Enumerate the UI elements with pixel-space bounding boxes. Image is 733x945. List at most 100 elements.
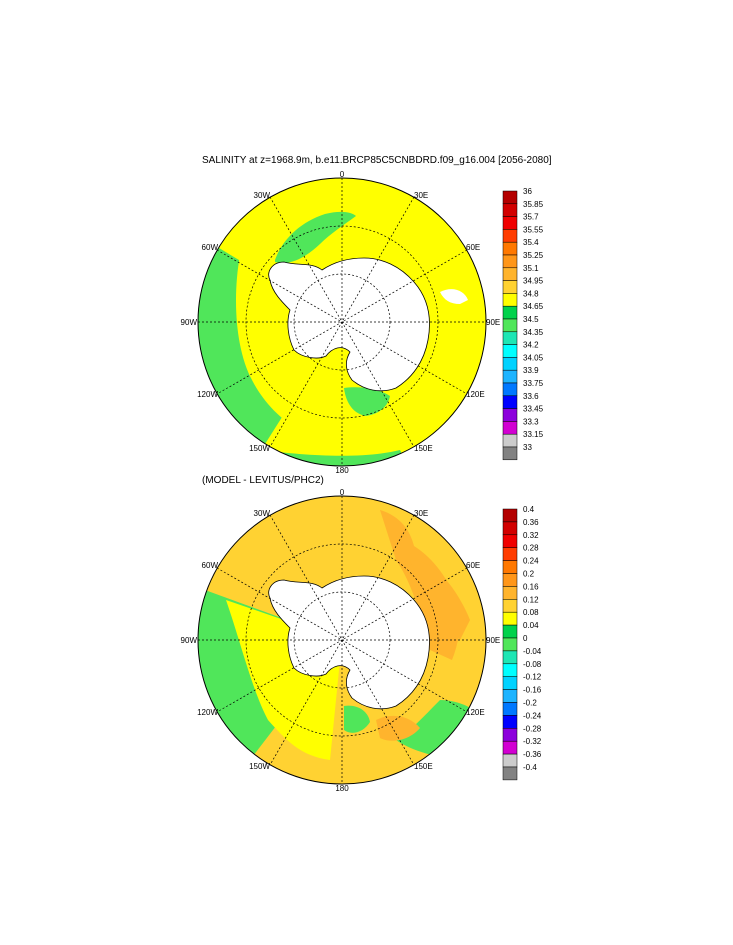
- lon-label-180: 180: [335, 784, 349, 793]
- colorbar-swatch: [502, 740, 518, 755]
- colorbar-label: -0.28: [523, 724, 542, 733]
- lon-label-90e: 90E: [486, 636, 500, 645]
- colorbar-label: 35.85: [523, 200, 544, 209]
- colorbar-label: 0.04: [523, 621, 539, 630]
- colorbar-label: 34.05: [523, 353, 544, 362]
- panel-title: SALINITY at z=1968.9m, b.e11.BRCP85C5CNB…: [202, 155, 552, 166]
- weddell-green-patch: [275, 211, 356, 264]
- lon-label-120w: 120W: [197, 708, 218, 717]
- colorbar-label: -0.2: [523, 699, 537, 708]
- colorbar-swatch: [502, 728, 518, 742]
- lon-label-180: 180: [335, 466, 349, 475]
- colorbar-swatch: [502, 599, 518, 613]
- lon-label-150e: 150E: [414, 444, 433, 453]
- lon-label-60w: 60W: [202, 561, 219, 570]
- colorbar-swatch: [502, 521, 518, 536]
- graticule: [198, 178, 486, 466]
- ross-green-patch: [344, 705, 370, 733]
- lon-label-90w: 90W: [181, 636, 198, 645]
- lon-label-30e: 30E: [414, 509, 428, 518]
- colorbar-swatch: [502, 433, 518, 448]
- panel-salinity: SALINITY at z=1968.9m, b.e11.BRCP85C5CNB…: [181, 155, 552, 475]
- colorbar-swatch: [502, 624, 518, 639]
- lon-label-60e: 60E: [466, 243, 480, 252]
- colorbar-swatch: [502, 344, 518, 358]
- antarctica: [268, 257, 430, 392]
- colorbar-label: 33.45: [523, 405, 544, 414]
- colorbar-label: 34.95: [523, 277, 544, 286]
- colorbar-label: 33.9: [523, 366, 539, 375]
- kerguelen-white: [440, 289, 468, 304]
- lon-label-150w: 150W: [249, 444, 270, 453]
- colorbar: 36 35.85 35.7 35.55 35.4 35.25 35.1 34.95 34.8 34…: [502, 187, 544, 461]
- lon-label-150e: 150E: [414, 762, 433, 771]
- colorbar-label: 0.28: [523, 544, 539, 553]
- lon-label-150w: 150W: [249, 762, 270, 771]
- colorbar-swatch: [502, 203, 518, 217]
- colorbar-swatch: [502, 190, 518, 205]
- lon-label-30e: 30E: [414, 191, 428, 200]
- colorbar-label: 33.15: [523, 430, 544, 439]
- colorbar-label: -0.36: [523, 750, 542, 759]
- colorbar-label: 0.2: [523, 570, 535, 579]
- colorbar-label: 34.35: [523, 328, 544, 337]
- colorbar-label: 0.4: [523, 505, 535, 514]
- lon-label-120e: 120E: [466, 390, 485, 399]
- lon-label-30w: 30W: [254, 191, 271, 200]
- colorbar-label: 33: [523, 443, 532, 452]
- colorbar-label: -0.24: [523, 711, 542, 720]
- colorbar-swatch: [502, 382, 518, 397]
- colorbar-label: -0.04: [523, 647, 542, 656]
- colorbar-swatch: [502, 446, 518, 461]
- colorbar-label: -0.16: [523, 686, 542, 695]
- colorbar-swatch: [502, 331, 518, 345]
- colorbar-swatch: [502, 766, 518, 781]
- colorbar-swatch: [502, 229, 518, 243]
- map-border: [197, 177, 487, 467]
- colorbar-label: 35.4: [523, 238, 539, 247]
- colorbar-swatch: [502, 267, 518, 281]
- colorbar-label: -0.32: [523, 737, 542, 746]
- colorbar: 0.4 0.36 0.32 0.28 0.24 0.2 0.16 0.12 0.08 0.04 0 -…: [502, 505, 542, 781]
- colorbar-label: -0.08: [523, 660, 542, 669]
- colorbar-swatch: [502, 305, 518, 320]
- colorbar-label: 0.08: [523, 608, 539, 617]
- lon-label-0: 0: [340, 170, 345, 179]
- lon-label-30w: 30W: [254, 509, 271, 518]
- colorbar-swatch: [502, 508, 518, 523]
- colorbar-swatch: [502, 216, 518, 230]
- colorbar-label: -0.12: [523, 673, 542, 682]
- colorbar-label: 33.75: [523, 379, 544, 388]
- east-orange-region: [410, 560, 470, 640]
- colorbar-label: 35.7: [523, 213, 539, 222]
- colorbar-swatch: [502, 702, 518, 716]
- colorbar-swatch: [502, 573, 518, 587]
- antarctica: [268, 575, 430, 710]
- colorbar-swatch: [502, 318, 518, 333]
- colorbar-swatch: [502, 395, 518, 409]
- colorbar-label: 0.32: [523, 531, 539, 540]
- colorbar-label: 0.16: [523, 582, 539, 591]
- colorbar-swatch: [502, 611, 518, 626]
- colorbar-swatch: [502, 534, 518, 548]
- colorbar-swatch: [502, 547, 518, 561]
- colorbar-swatch: [502, 241, 518, 256]
- colorbar-swatch: [502, 689, 518, 703]
- colorbar-swatch: [502, 560, 518, 574]
- colorbar-label: 35.25: [523, 251, 544, 260]
- lon-label-60w: 60W: [202, 243, 219, 252]
- map-border: [197, 495, 487, 785]
- colorbar-swatch: [502, 421, 518, 435]
- colorbar-swatch: [502, 676, 518, 690]
- lon-label-60e: 60E: [466, 561, 480, 570]
- colorbar-swatch: [502, 293, 518, 307]
- colorbar-swatch: [502, 408, 518, 422]
- colorbar-label: 35.1: [523, 264, 539, 273]
- colorbar-label: 36: [523, 187, 532, 196]
- colorbar-label: 35.55: [523, 225, 544, 234]
- colorbar-swatch: [502, 663, 518, 677]
- colorbar-label: 33.3: [523, 417, 539, 426]
- lon-label-0: 0: [340, 488, 345, 497]
- colorbar-swatch: [502, 369, 518, 384]
